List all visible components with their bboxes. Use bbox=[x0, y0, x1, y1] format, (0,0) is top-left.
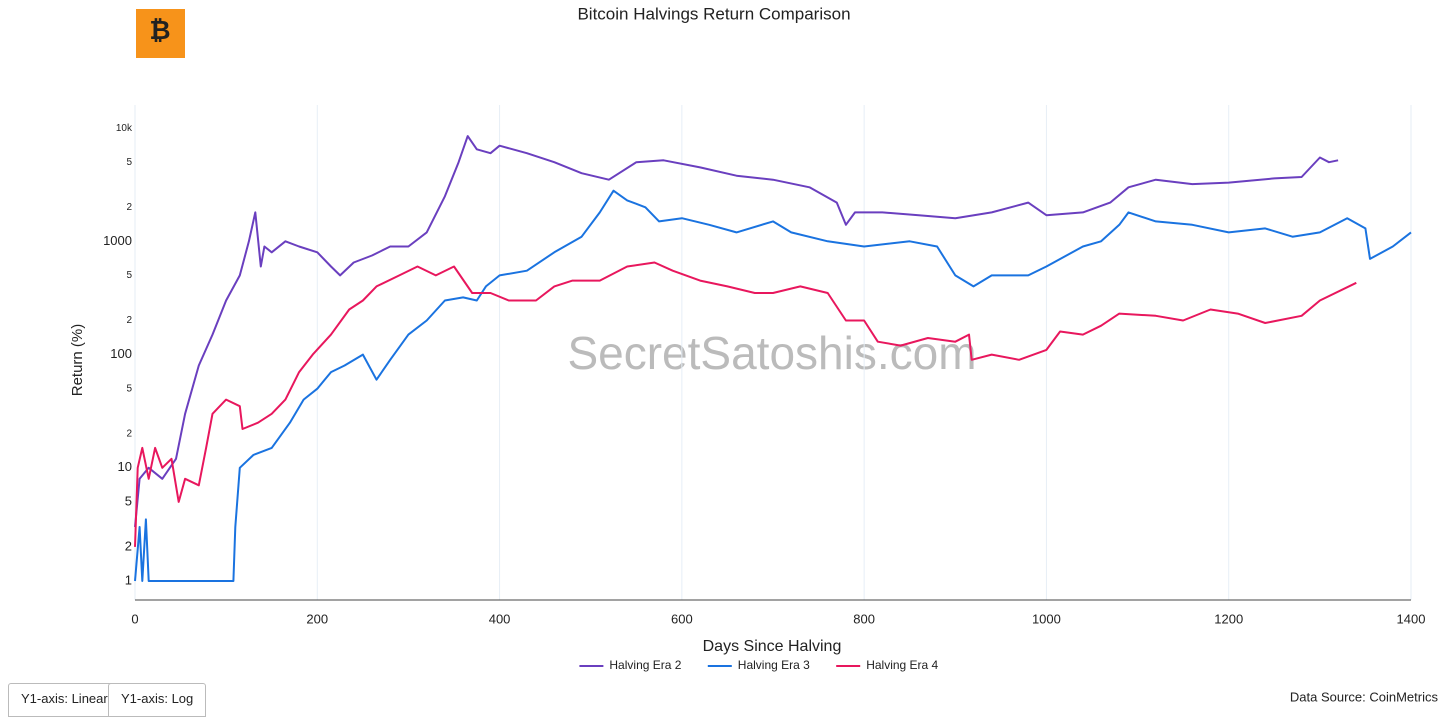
x-tick-label: 0 bbox=[131, 611, 138, 626]
x-tick-label: 200 bbox=[306, 611, 328, 626]
chart-title: Bitcoin Halvings Return Comparison bbox=[577, 4, 850, 23]
x-tick-label: 1000 bbox=[1032, 611, 1061, 626]
watermark: SecretSatoshis.com bbox=[567, 327, 976, 379]
legend-label: Halving Era 2 bbox=[609, 658, 681, 672]
log-button[interactable]: Y1-axis: Log bbox=[108, 683, 207, 717]
legend-label: Halving Era 4 bbox=[866, 658, 938, 672]
y-tick-label: 2 bbox=[126, 428, 132, 439]
x-tick-label: 600 bbox=[671, 611, 693, 626]
series-line bbox=[134, 189, 1412, 582]
y-tick-label: 1000 bbox=[103, 233, 132, 248]
logo bbox=[136, 9, 185, 58]
y-tick-label: 2 bbox=[125, 538, 132, 553]
source: Data Source: CoinMetrics bbox=[1290, 689, 1439, 704]
y-tick-label: 1 bbox=[125, 572, 132, 587]
y-tick-label: 5 bbox=[126, 157, 132, 168]
y-tick-label: 2 bbox=[126, 202, 132, 213]
x-axis-label: Days Since Halving bbox=[703, 638, 842, 655]
series-line bbox=[134, 135, 1339, 528]
series-line bbox=[134, 261, 1357, 547]
x-tick-label: 1200 bbox=[1214, 611, 1243, 626]
logo-mark: ₿ bbox=[149, 15, 170, 45]
y-tick-label: 5 bbox=[126, 383, 132, 394]
y-tick-label: 10 bbox=[118, 459, 132, 474]
y-tick-label: 5 bbox=[125, 493, 132, 508]
y-tick-label: 5 bbox=[126, 270, 132, 281]
x-tick-label: 800 bbox=[853, 611, 875, 626]
legend-label: Halving Era 3 bbox=[738, 658, 810, 672]
linear-button[interactable]: Y1-axis: Linear bbox=[8, 683, 121, 717]
y-axis-label: Return (%) bbox=[69, 324, 86, 397]
y-tick-label: 100 bbox=[110, 346, 132, 361]
x-tick-label: 1400 bbox=[1397, 611, 1426, 626]
x-tick-label: 400 bbox=[489, 611, 511, 626]
y-tick-label: 2 bbox=[126, 315, 132, 326]
y-tick-label: 10k bbox=[116, 123, 133, 134]
